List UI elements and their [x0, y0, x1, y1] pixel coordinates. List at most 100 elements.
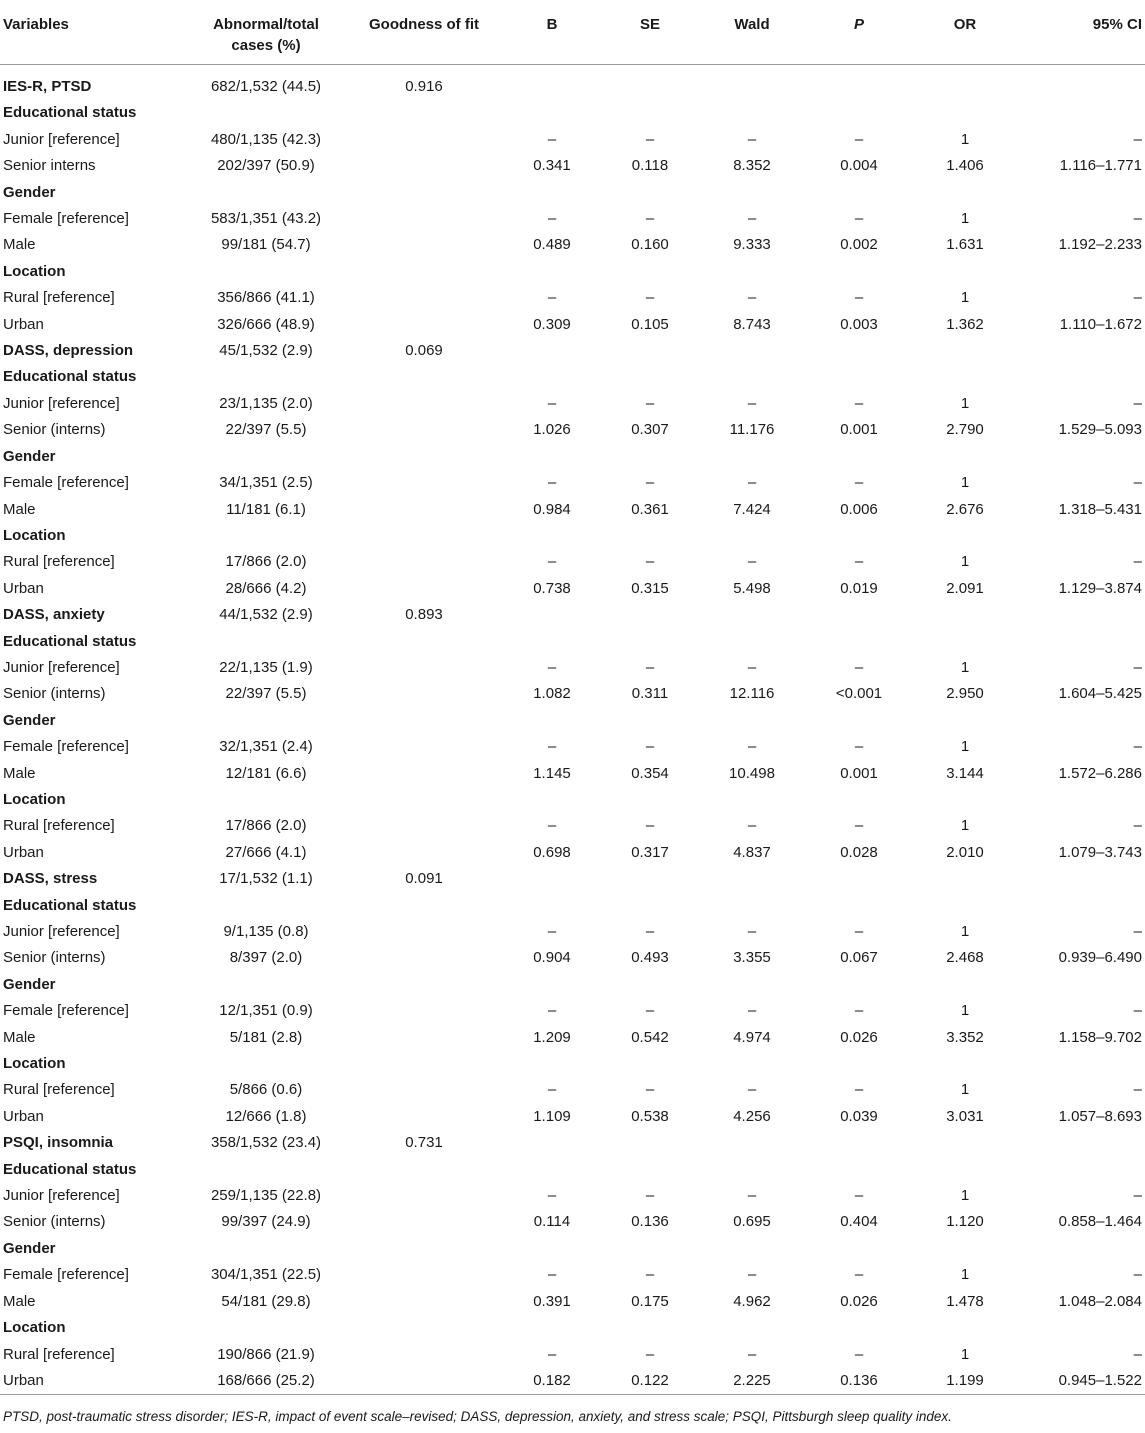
cases-cell — [188, 364, 344, 390]
goodness-of-fit-cell — [344, 681, 504, 707]
or-cell: 2.010 — [946, 843, 984, 861]
wald-cell: 11.176 — [729, 421, 775, 439]
b-cell — [504, 629, 600, 655]
table-row-data: Rural [reference] 5/866 (0.6) – – – – 1 – — [0, 1077, 1145, 1103]
se-cell — [600, 1130, 700, 1156]
goodness-of-fit-cell — [344, 787, 504, 813]
or-cell: 1 — [960, 923, 970, 940]
se-cell: – — [645, 1187, 655, 1205]
goodness-of-fit-cell — [344, 813, 504, 839]
goodness-of-fit-cell: 0.069 — [405, 342, 443, 360]
regression-table-container: Variables Abnormal/total cases (%) Goodn… — [0, 0, 1145, 1396]
wald-cell: – — [747, 923, 757, 940]
b-cell — [504, 364, 600, 390]
p-cell: – — [854, 658, 864, 676]
se-cell — [600, 708, 700, 734]
b-cell: 0.984 — [533, 500, 571, 518]
goodness-of-fit-cell — [344, 153, 504, 179]
goodness-of-fit-cell — [344, 734, 504, 760]
p-cell: 0.002 — [840, 236, 878, 254]
variable-cell: Urban — [3, 579, 44, 597]
b-cell — [504, 1157, 600, 1183]
p-cell: – — [854, 474, 864, 492]
p-cell: – — [854, 1345, 864, 1363]
or-cell: 1 — [960, 738, 970, 756]
goodness-of-fit-cell — [344, 206, 504, 232]
b-cell — [504, 866, 600, 892]
p-cell — [804, 602, 914, 628]
p-cell — [804, 259, 914, 285]
se-cell: – — [645, 1081, 655, 1099]
cases-cell: 34/1,351 (2.5) — [219, 474, 313, 492]
ci-cell — [1016, 972, 1145, 998]
table-row-data: Rural [reference] 356/866 (41.1) – – – – 1 – — [0, 285, 1145, 311]
se-cell — [600, 65, 700, 101]
cases-cell — [188, 1051, 344, 1077]
or-cell: 1 — [960, 474, 970, 492]
b-cell: – — [547, 394, 557, 412]
variable-cell: Rural [reference] — [3, 1081, 115, 1099]
b-cell: 0.341 — [533, 157, 571, 175]
table-footnote: PTSD, post-traumatic stress disorder; IE… — [3, 1409, 952, 1424]
ci-cell: 1.192–2.233 — [1058, 236, 1142, 254]
variable-cell: Location — [3, 262, 66, 280]
header-abnormal-cases: Abnormal/total cases (%) — [188, 0, 344, 65]
or-cell: 1 — [960, 394, 970, 412]
se-cell — [600, 259, 700, 285]
se-cell: – — [645, 1002, 655, 1020]
cases-cell: 12/181 (6.6) — [225, 764, 307, 782]
goodness-of-fit-cell — [344, 470, 504, 496]
cases-cell: 12/1,351 (0.9) — [219, 1002, 313, 1020]
b-cell: – — [547, 1081, 557, 1099]
ci-cell: 1.048–2.084 — [1058, 1292, 1142, 1310]
wald-cell — [700, 100, 804, 126]
b-cell — [504, 893, 600, 919]
header-se: SE — [600, 0, 700, 65]
cases-cell — [188, 893, 344, 919]
b-cell — [504, 444, 600, 470]
goodness-of-fit-cell — [344, 259, 504, 285]
p-cell: 0.026 — [840, 1292, 878, 1310]
goodness-of-fit-cell — [344, 364, 504, 390]
goodness-of-fit-cell — [344, 1367, 504, 1396]
b-cell: 0.182 — [504, 1367, 600, 1396]
b-cell: 0.114 — [533, 1213, 571, 1231]
cases-cell: 27/666 (4.1) — [225, 843, 307, 861]
cases-cell — [188, 444, 344, 470]
goodness-of-fit-cell — [344, 285, 504, 311]
p-cell — [804, 523, 914, 549]
ci-cell: – — [1133, 1345, 1142, 1363]
or-cell: 1 — [960, 1345, 970, 1363]
header-p: P — [804, 0, 914, 65]
or-cell — [914, 1236, 1016, 1262]
ci-cell: 1.318–5.431 — [1058, 500, 1142, 518]
cases-cell: 259/1,135 (22.8) — [210, 1187, 322, 1205]
wald-cell — [700, 444, 804, 470]
table-row-section: Educational status — [0, 100, 1145, 126]
wald-cell: 8.743 — [733, 315, 771, 333]
goodness-of-fit-cell — [344, 1051, 504, 1077]
p-cell: <0.001 — [835, 685, 883, 703]
se-cell — [600, 180, 700, 206]
se-cell — [600, 893, 700, 919]
ci-cell — [1016, 866, 1145, 892]
p-cell: – — [854, 1266, 864, 1284]
se-cell: – — [645, 658, 655, 676]
or-cell — [914, 787, 1016, 813]
table-row-data: Rural [reference] 17/866 (2.0) – – – – 1 – — [0, 813, 1145, 839]
table-row-data: Junior [reference] 23/1,135 (2.0) – – – – 1 – — [0, 391, 1145, 417]
ci-cell — [1016, 602, 1145, 628]
variable-cell: Gender — [3, 447, 56, 465]
variable-cell: Educational status — [3, 1160, 137, 1178]
table-row-data: Senior interns 202/397 (50.9) 0.341 0.118 8.… — [0, 153, 1145, 179]
p-cell: 0.136 — [804, 1367, 914, 1396]
b-cell: – — [547, 1002, 557, 1020]
table-row-section: Gender — [0, 1236, 1145, 1262]
p-cell: – — [854, 817, 864, 835]
variable-cell: Junior [reference] — [3, 1187, 120, 1205]
table-row-data: Female [reference] 583/1,351 (43.2) – – – – 1 – — [0, 206, 1145, 232]
goodness-of-fit-cell — [344, 655, 504, 681]
table-row-data: Female [reference] 12/1,351 (0.9) – – – – 1 – — [0, 998, 1145, 1024]
table-row-data: Senior (interns) 99/397 (24.9) 0.114 0.136 0… — [0, 1209, 1145, 1235]
wald-cell — [700, 523, 804, 549]
